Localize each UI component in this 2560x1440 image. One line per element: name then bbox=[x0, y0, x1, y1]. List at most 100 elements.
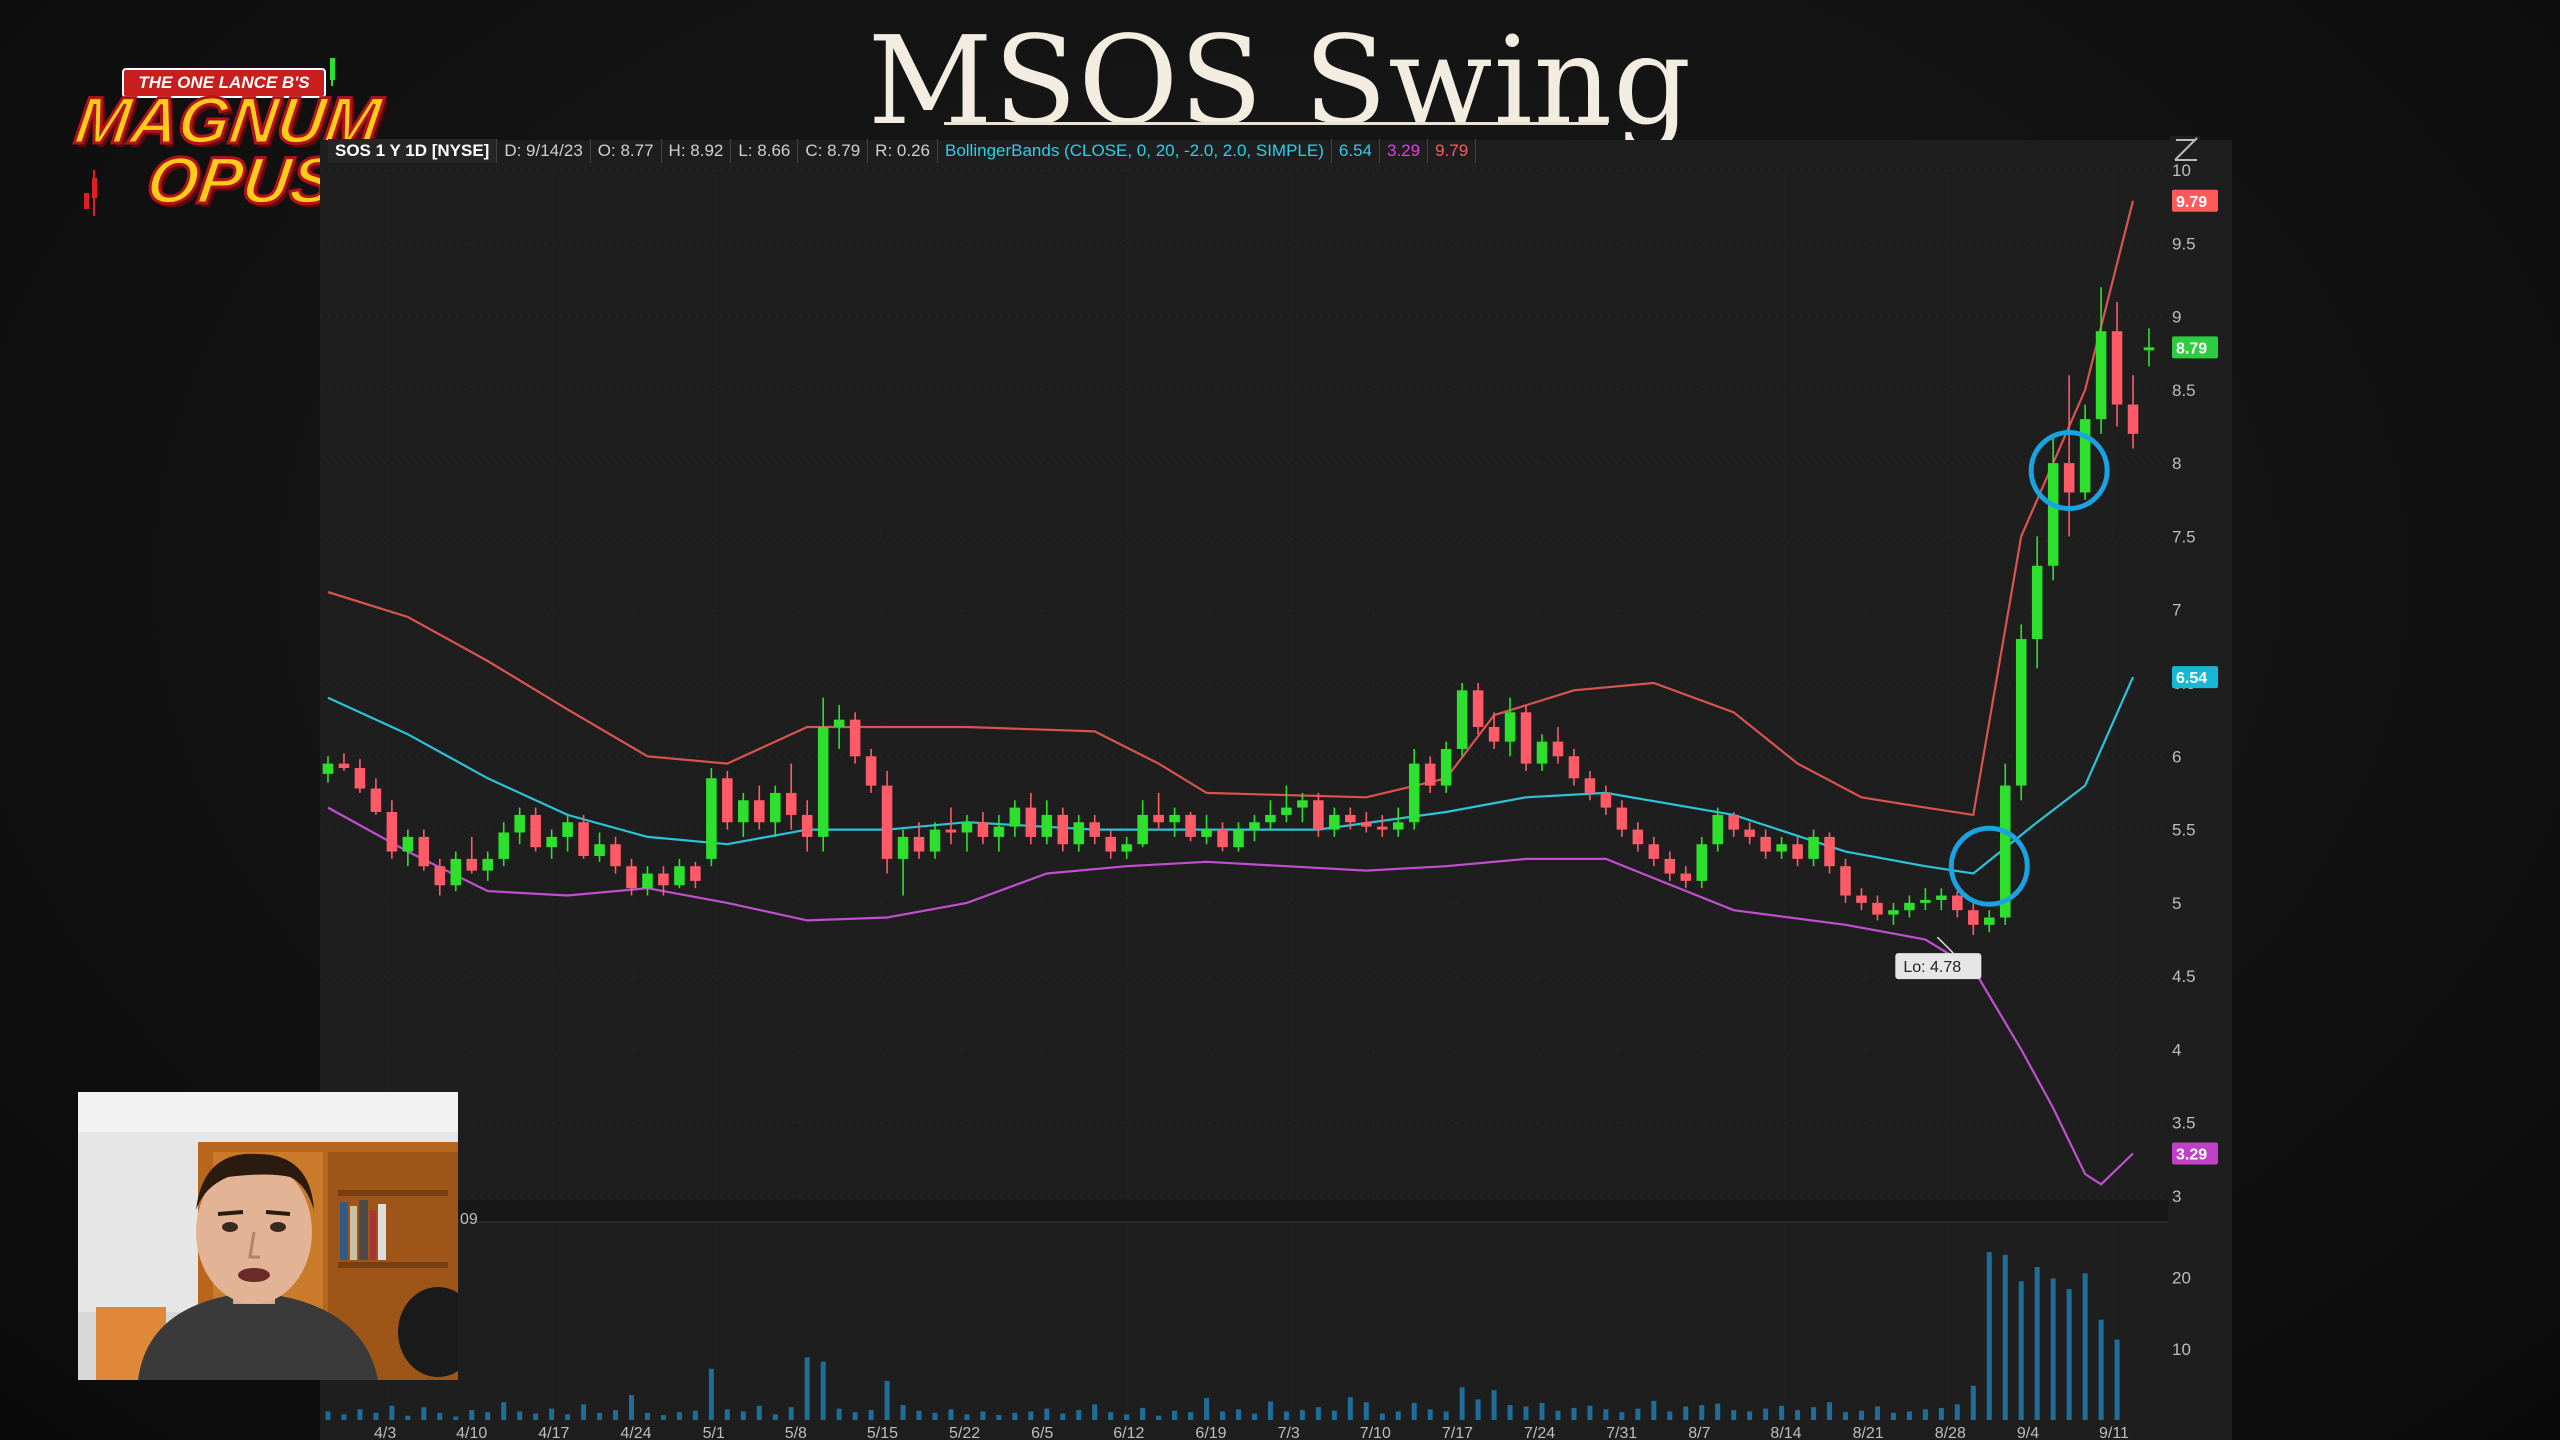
candle-body bbox=[1408, 763, 1420, 823]
x-tick-label: 7/24 bbox=[1524, 1425, 1555, 1440]
candle-body bbox=[1424, 763, 1436, 786]
volume-bar bbox=[2050, 1278, 2056, 1420]
candle bbox=[370, 778, 382, 815]
volume-bar bbox=[1188, 1412, 1194, 1420]
candle bbox=[738, 792, 749, 837]
volume-bar bbox=[533, 1413, 539, 1420]
x-tick-label: 8/14 bbox=[1770, 1425, 1801, 1440]
annotation-label: Lo: 4.78 bbox=[1903, 959, 1961, 976]
candle bbox=[1936, 888, 1947, 911]
logo: THE ONE LANCE B'S MAGNUM OPUS bbox=[62, 58, 387, 228]
candle bbox=[1984, 910, 1995, 933]
chart-grid bbox=[320, 169, 2165, 1420]
candle bbox=[1504, 697, 1516, 757]
candle-body bbox=[386, 811, 398, 852]
presenter-image bbox=[78, 1092, 458, 1380]
candle-body bbox=[1952, 895, 1963, 911]
volume-bar bbox=[1795, 1410, 1801, 1420]
volume-bar bbox=[373, 1412, 379, 1420]
candle-body bbox=[1856, 895, 1867, 903]
candle bbox=[993, 814, 1005, 852]
y-tick-label: 4.5 bbox=[2172, 967, 2196, 986]
close-value: C: 8.79 bbox=[798, 139, 869, 163]
price-badge-label: 8.79 bbox=[2176, 340, 2207, 357]
candle-body bbox=[1632, 829, 1644, 845]
volume-bar bbox=[2082, 1273, 2088, 1420]
candle bbox=[1712, 807, 1723, 852]
candle-body bbox=[658, 873, 669, 886]
candle-body bbox=[1057, 814, 1069, 845]
candle bbox=[2063, 375, 2075, 537]
candle bbox=[706, 768, 717, 867]
lower-band-line bbox=[327, 806, 2134, 1186]
candle bbox=[562, 814, 573, 852]
y-tick-label: 10 bbox=[2172, 161, 2191, 180]
candle bbox=[578, 814, 589, 859]
candle bbox=[897, 829, 909, 896]
candle bbox=[817, 697, 829, 852]
candle bbox=[402, 829, 414, 867]
symbol-label[interactable]: SOS 1 Y 1D [NYSE] bbox=[328, 139, 498, 163]
candle bbox=[594, 832, 605, 862]
candle-body bbox=[1297, 800, 1308, 808]
volume-bar bbox=[948, 1409, 954, 1420]
volume-bar bbox=[1172, 1410, 1178, 1420]
volume-bar bbox=[740, 1411, 746, 1420]
volume-bar bbox=[1667, 1411, 1673, 1420]
candle-body bbox=[1472, 690, 1484, 727]
x-tick-label: 9/4 bbox=[2017, 1425, 2039, 1440]
candle-body bbox=[1009, 807, 1021, 827]
candle bbox=[1760, 829, 1771, 859]
volume-bar bbox=[597, 1412, 603, 1420]
x-tick-label: 4/17 bbox=[538, 1425, 569, 1440]
y-tick-label: 5 bbox=[2172, 894, 2181, 913]
candle-body bbox=[1808, 836, 1819, 859]
date-axis: 4/3 4/10 4/17 4/24 5/1 5/8 5/15 5/22 6/5 6/12 6/19… bbox=[374, 1425, 2129, 1440]
candle-body bbox=[817, 726, 829, 837]
volume-bar bbox=[1779, 1405, 1785, 1420]
candle bbox=[1345, 807, 1356, 830]
candle bbox=[1792, 836, 1803, 867]
candle bbox=[1584, 770, 1596, 801]
candle-body bbox=[370, 788, 382, 812]
candle bbox=[977, 811, 989, 845]
y-tick-label: 9 bbox=[2172, 308, 2181, 327]
candle-body bbox=[1504, 712, 1516, 742]
candle-body bbox=[1520, 712, 1532, 764]
x-tick-label: 5/8 bbox=[785, 1425, 807, 1440]
volume-bar bbox=[453, 1416, 459, 1420]
candle-body bbox=[1392, 822, 1404, 830]
volume-bar bbox=[724, 1409, 730, 1420]
chart-header: SOS 1 Y 1D [NYSE] D: 9/14/23 O: 8.77 H: … bbox=[328, 137, 1477, 165]
candle-body bbox=[1536, 741, 1548, 764]
candle bbox=[546, 829, 557, 859]
candle bbox=[1185, 811, 1196, 842]
candle bbox=[1169, 807, 1180, 837]
candle bbox=[1824, 832, 1835, 874]
candle-body bbox=[1712, 814, 1723, 845]
volume-bar bbox=[1619, 1412, 1625, 1420]
candle bbox=[1392, 807, 1404, 837]
candle-body bbox=[2031, 565, 2043, 640]
volume-bar bbox=[1044, 1408, 1050, 1420]
range-value: R: 0.26 bbox=[868, 139, 938, 163]
x-tick-label: 8/7 bbox=[1688, 1425, 1710, 1440]
candle-body bbox=[1648, 844, 1660, 859]
volume-bar bbox=[549, 1408, 555, 1420]
chart-settings-icon[interactable] bbox=[2170, 136, 2200, 164]
highlight-circle bbox=[1948, 825, 2030, 907]
volume-tick-label: 10 bbox=[2172, 1340, 2191, 1359]
candle bbox=[1057, 807, 1069, 852]
candle bbox=[1840, 858, 1851, 903]
candle-body bbox=[594, 844, 605, 856]
candle-body bbox=[1600, 792, 1612, 808]
candle-body bbox=[466, 858, 478, 871]
indicator-label[interactable]: BollingerBands (CLOSE, 0, 20, -2.0, 2.0,… bbox=[938, 139, 1332, 163]
y-tick-label: 5.5 bbox=[2172, 821, 2196, 840]
volume-bar bbox=[708, 1368, 714, 1420]
volume-bar bbox=[932, 1412, 938, 1420]
volume-bar bbox=[964, 1414, 970, 1420]
candle-body bbox=[1984, 917, 1995, 925]
candle bbox=[929, 822, 941, 859]
volume-bar bbox=[501, 1402, 507, 1420]
